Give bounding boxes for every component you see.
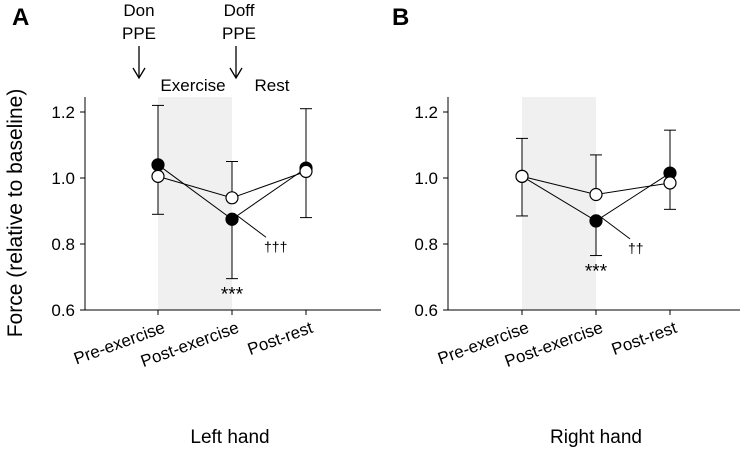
dagger-pointer-line [597,214,631,240]
x-tick-label: Post-rest [609,318,680,359]
y-tick-label: 1.2 [51,103,75,122]
significance-stars: *** [221,285,244,306]
exercise-shaded-region [522,97,596,310]
dagger-label: ††† [264,238,287,254]
significance-stars: *** [585,262,608,283]
y-tick-label: 1.0 [51,169,75,188]
y-tick-label: 0.6 [414,301,438,320]
marker-open-0 [151,169,165,183]
y-tick-label: 0.8 [51,235,75,254]
x-axis-title: Left hand [190,427,269,448]
marker-filled-0 [151,158,165,172]
dagger-pointer-line [233,212,267,238]
marker-filled-1 [225,212,239,226]
y-tick-label: 0.6 [51,301,75,320]
y-tick-label: 1.2 [414,103,438,122]
exercise-shaded-region [158,97,232,310]
marker-open-1 [589,187,603,202]
y-axis-label: Force (relative to baseline) [4,89,27,338]
x-tick-label: Post-rest [245,318,316,359]
marker-open-0 [515,169,529,183]
x-axis-title: Right hand [550,427,642,448]
marker-open-1 [225,191,239,205]
marker-filled-1 [589,214,603,228]
don-ppe-label-line1: Don [123,1,154,20]
panel-label: A [12,4,29,31]
phase-annotations: Don PPE Doff PPE Exercise Rest [122,1,290,95]
y-tick-label: 0.8 [414,235,438,254]
exercise-phase-label: Exercise [160,76,225,95]
marker-open-2 [299,164,313,178]
rest-phase-label: Rest [255,76,290,95]
doff-ppe-label-line2: PPE [222,24,256,43]
y-tick-label: 1.0 [414,169,438,188]
marker-open-2 [663,176,677,190]
don-arrow-head-icon [132,67,146,80]
don-ppe-label-line2: PPE [122,24,156,43]
panel-label: B [392,4,409,31]
dagger-label: †† [628,240,644,256]
doff-arrow-head-icon [229,67,243,80]
doff-ppe-label-line1: Doff [224,1,255,20]
